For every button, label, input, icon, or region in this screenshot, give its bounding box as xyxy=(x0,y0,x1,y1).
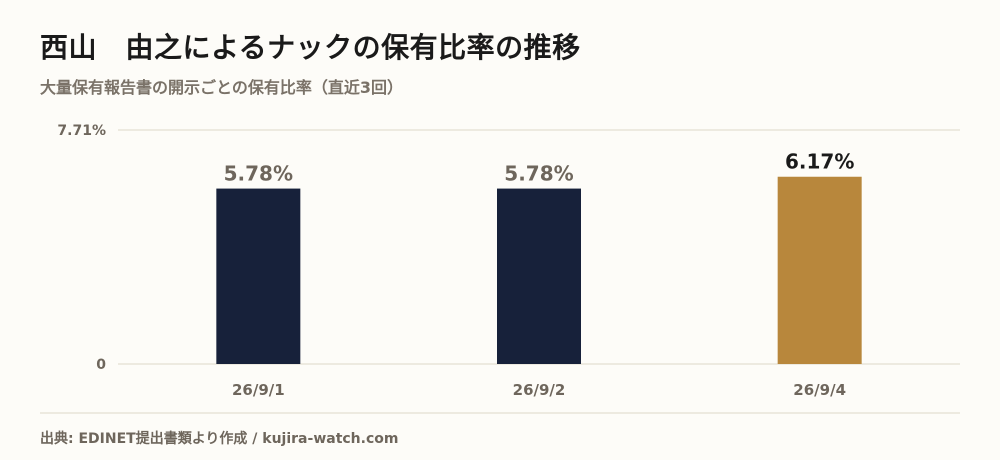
bar-chart: 0 7.71% 5.78% 26/9/1 5.78% 26/9/2 6.17% 26/9/4 xyxy=(40,123,960,414)
bar-26/9/4 xyxy=(777,176,862,364)
bar-value-label: 5.78% xyxy=(504,162,573,186)
x-tick-label: 26/9/2 xyxy=(513,381,566,399)
y-tick-label: 0 xyxy=(96,357,106,373)
bar-value-label: 5.78% xyxy=(224,162,293,186)
x-tick-label: 26/9/4 xyxy=(793,381,846,399)
x-tick-label: 26/9/1 xyxy=(232,381,285,399)
bar-value-label: 6.17% xyxy=(785,150,854,174)
bar-26/9/2 xyxy=(497,188,581,364)
chart-subtitle: 大量保有報告書の開示ごとの保有比率（直近3回） xyxy=(40,78,403,97)
source-note: 出典: EDINET提出書類より作成 / kujira-watch.com xyxy=(40,431,399,447)
y-tick-label: 7.71% xyxy=(57,123,106,139)
chart-title: 西山 由之によるナックの保有比率の推移 xyxy=(40,31,581,64)
bar-26/9/1 xyxy=(216,188,301,364)
